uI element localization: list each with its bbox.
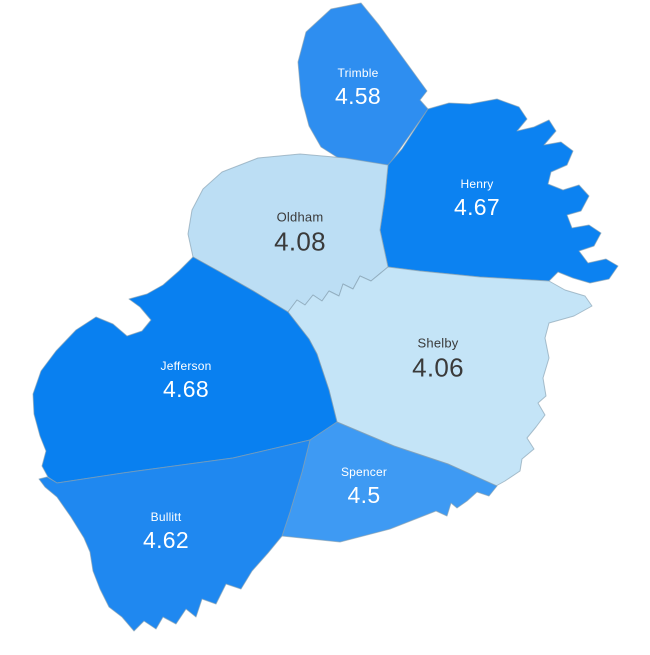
county-shape-bullitt[interactable] (38, 439, 311, 632)
county-shape-jefferson[interactable] (32, 256, 338, 484)
county-shape-shelby[interactable] (287, 266, 593, 487)
